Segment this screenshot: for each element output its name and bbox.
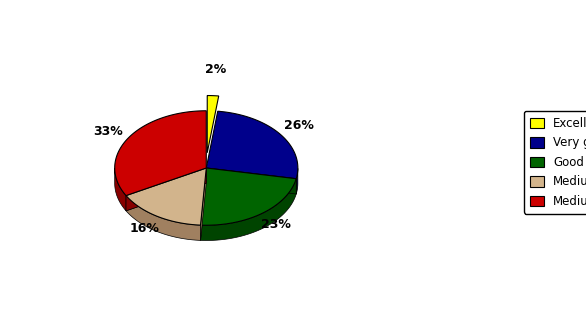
Text: 16%: 16%	[130, 222, 160, 235]
Polygon shape	[126, 168, 206, 225]
Text: 2%: 2%	[205, 64, 226, 77]
Text: 23%: 23%	[261, 218, 291, 231]
Polygon shape	[115, 168, 126, 211]
Polygon shape	[126, 168, 206, 211]
Polygon shape	[126, 168, 206, 211]
Polygon shape	[206, 111, 298, 179]
Polygon shape	[200, 179, 297, 241]
Polygon shape	[200, 168, 206, 240]
Polygon shape	[206, 168, 297, 194]
Text: 33%: 33%	[93, 125, 122, 138]
Polygon shape	[206, 168, 297, 194]
Polygon shape	[126, 196, 200, 240]
Polygon shape	[115, 111, 206, 196]
Polygon shape	[297, 168, 298, 194]
Legend: Excellent, Very good, Good, Medium-good, Medium: Excellent, Very good, Good, Medium-good,…	[524, 111, 586, 214]
Polygon shape	[200, 168, 206, 240]
Polygon shape	[200, 168, 297, 225]
Polygon shape	[207, 95, 219, 153]
Text: 26%: 26%	[284, 120, 314, 132]
